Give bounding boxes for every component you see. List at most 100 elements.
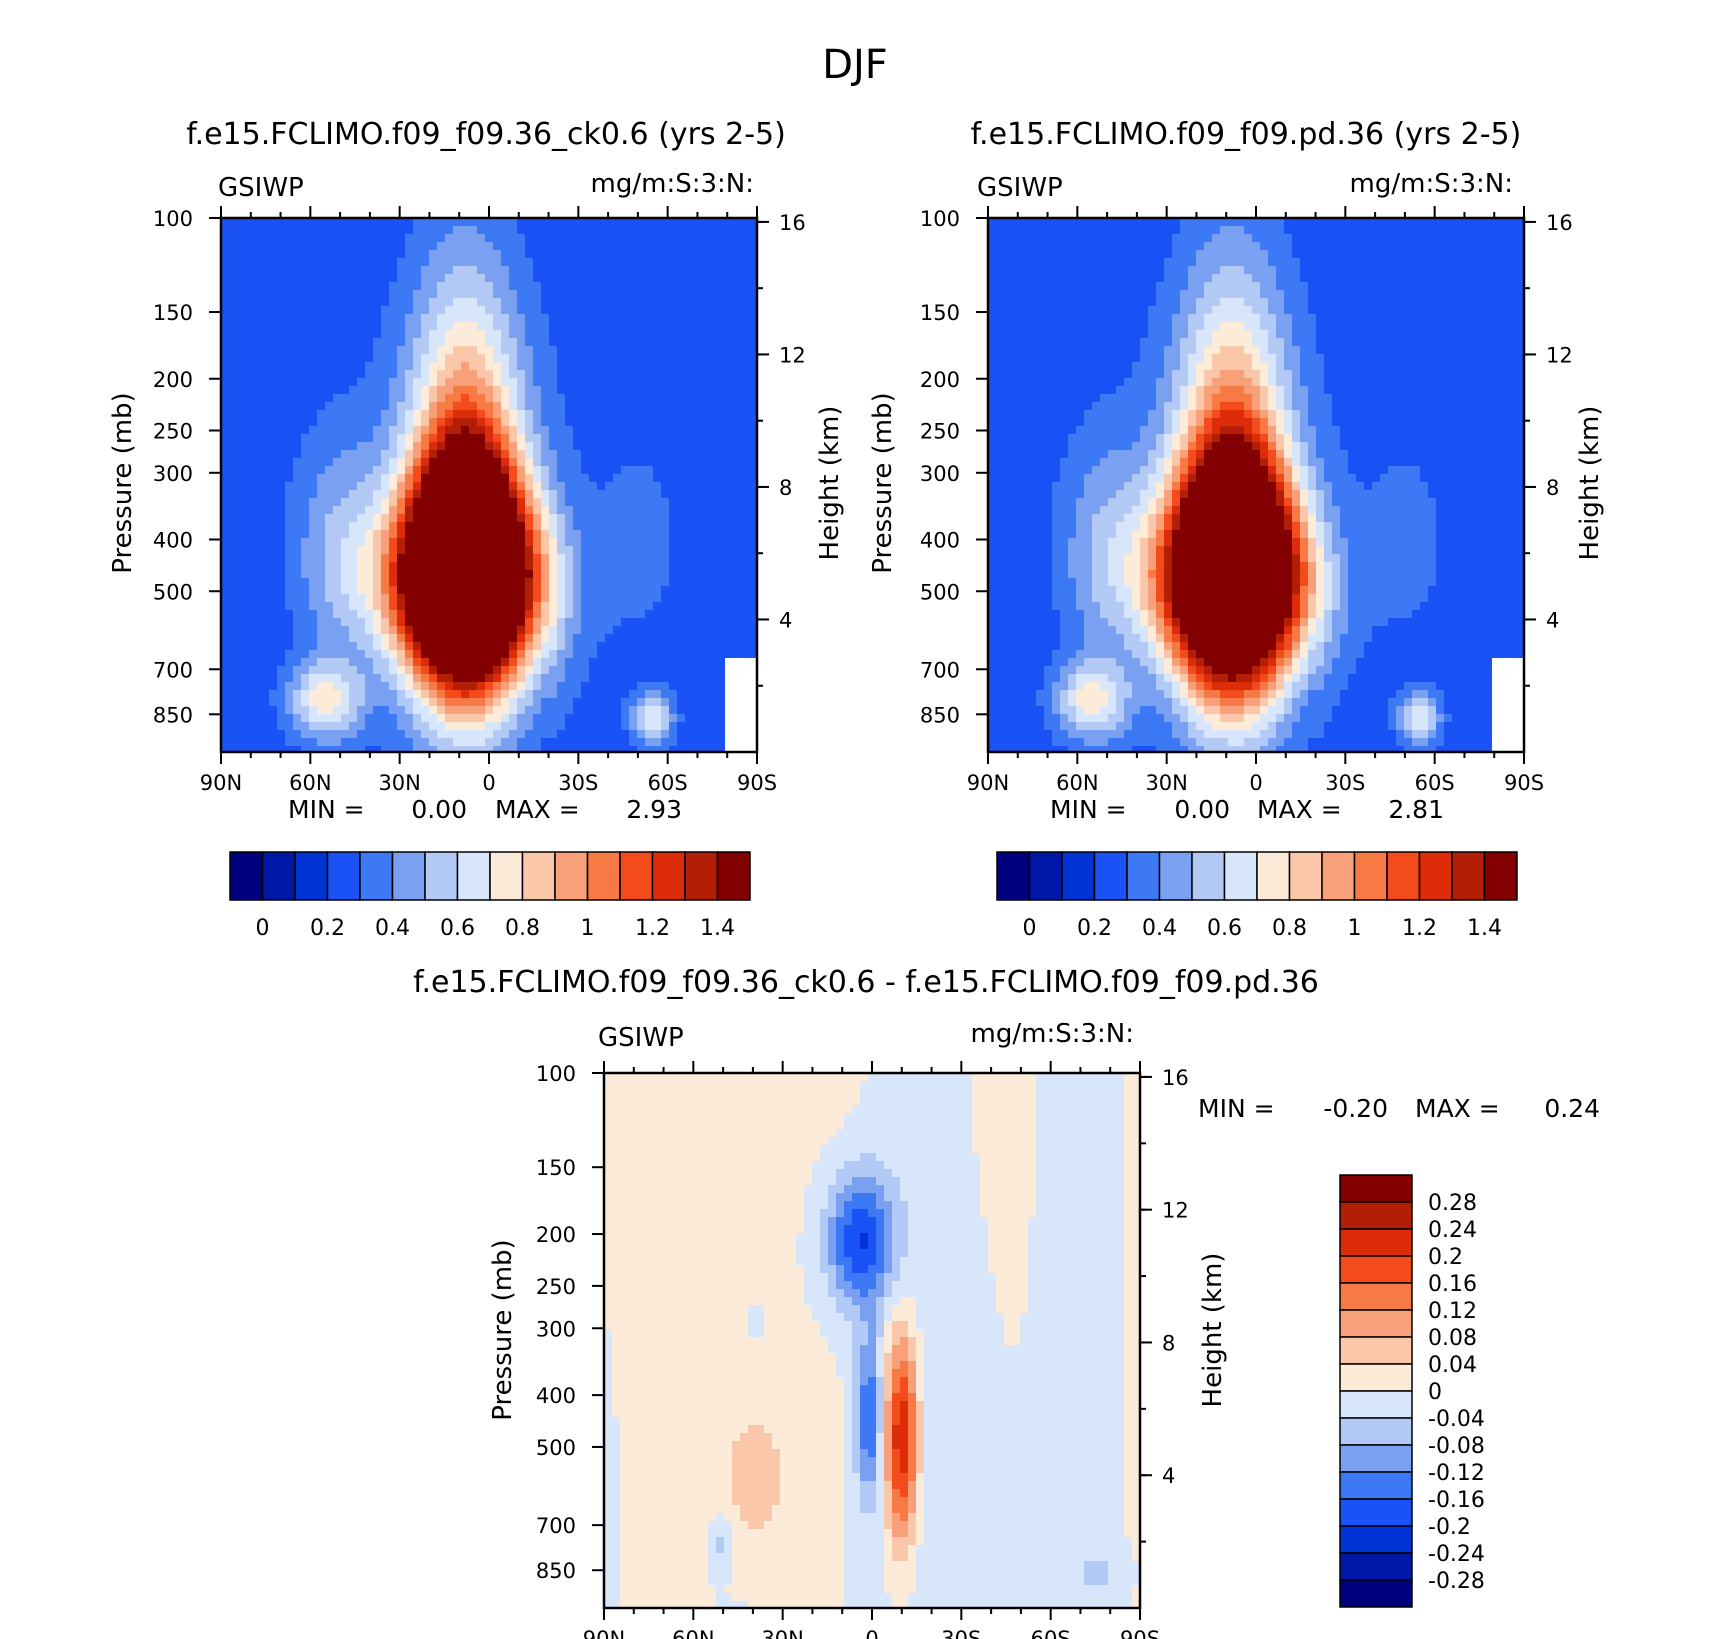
contour-cell bbox=[229, 386, 238, 395]
contour-cell bbox=[597, 434, 606, 443]
contour-cell bbox=[341, 266, 350, 275]
contour-cell bbox=[565, 258, 574, 267]
contour-cell bbox=[325, 482, 334, 491]
contour-cell bbox=[365, 498, 374, 507]
contour-cell bbox=[261, 522, 270, 531]
contour-cell bbox=[605, 714, 614, 723]
contour-cell bbox=[461, 642, 470, 651]
contour-cell bbox=[541, 602, 550, 611]
contour-cell bbox=[285, 290, 294, 299]
contour-cell bbox=[405, 530, 414, 539]
contour-cell bbox=[621, 314, 630, 323]
contour-cell bbox=[581, 634, 590, 643]
contour-cell bbox=[405, 706, 414, 715]
contour-cell bbox=[453, 722, 462, 731]
contour-cell bbox=[597, 258, 606, 267]
contour-cell bbox=[1436, 218, 1445, 227]
contour-cell bbox=[389, 690, 398, 699]
contour-cell bbox=[677, 306, 686, 315]
contour-cell bbox=[509, 546, 518, 555]
contour-cell bbox=[517, 450, 526, 459]
contour-cell bbox=[725, 442, 734, 451]
x-tick-label: 90N bbox=[200, 771, 242, 795]
contour-cell bbox=[493, 386, 502, 395]
contour-cell bbox=[365, 266, 374, 275]
contour-cell bbox=[749, 514, 758, 523]
contour-cell bbox=[405, 450, 414, 459]
contour-cell bbox=[261, 674, 270, 683]
contour-cell bbox=[357, 658, 366, 667]
contour-cell bbox=[597, 626, 606, 635]
contour-cell bbox=[621, 402, 630, 411]
contour-cell bbox=[277, 650, 286, 659]
contour-cell bbox=[269, 250, 278, 259]
contour-cell bbox=[725, 546, 734, 555]
contour-cell bbox=[637, 586, 646, 595]
contour-cell bbox=[629, 522, 638, 531]
contour-cell bbox=[477, 562, 486, 571]
contour-cell bbox=[621, 674, 630, 683]
contour-cell bbox=[1236, 234, 1245, 243]
contour-cell bbox=[421, 458, 430, 467]
contour-cell bbox=[493, 578, 502, 587]
contour-cell bbox=[357, 746, 366, 753]
contour-cell bbox=[717, 394, 726, 403]
contour-cell bbox=[541, 650, 550, 659]
contour-cell bbox=[749, 386, 758, 395]
contour-cell bbox=[653, 242, 662, 251]
contour-cell bbox=[533, 410, 542, 419]
contour-cell bbox=[253, 434, 262, 443]
contour-cell bbox=[389, 266, 398, 275]
contour-cell bbox=[661, 738, 670, 747]
contour-cell bbox=[717, 506, 726, 515]
contour-cell bbox=[573, 514, 582, 523]
contour-cell bbox=[549, 714, 558, 723]
contour-cell bbox=[557, 298, 566, 307]
contour-cell bbox=[317, 586, 326, 595]
contour-cell bbox=[749, 714, 758, 723]
contour-cell bbox=[349, 714, 358, 723]
contour-cell bbox=[573, 362, 582, 371]
contour-cell bbox=[741, 218, 750, 227]
contour-cell bbox=[309, 410, 318, 419]
contour-cell bbox=[445, 450, 454, 459]
contour-cell bbox=[469, 714, 478, 723]
contour-cell bbox=[517, 458, 526, 467]
contour-cell bbox=[525, 498, 534, 507]
contour-cell bbox=[453, 442, 462, 451]
contour-cell bbox=[293, 506, 302, 515]
contour-cell bbox=[605, 738, 614, 747]
contour-cell bbox=[541, 226, 550, 235]
contour-cell bbox=[709, 258, 718, 267]
contour-cell bbox=[725, 562, 734, 571]
contour-cell bbox=[533, 250, 542, 259]
contour-cell bbox=[581, 570, 590, 579]
contour-cell bbox=[461, 658, 470, 667]
contour-cell bbox=[661, 394, 670, 403]
contour-cell bbox=[1284, 226, 1293, 235]
contour-cell bbox=[605, 330, 614, 339]
contour-cell bbox=[365, 250, 374, 259]
contour-cell bbox=[509, 530, 518, 539]
contour-cell bbox=[245, 434, 254, 443]
contour-cell bbox=[597, 506, 606, 515]
contour-cell bbox=[749, 346, 758, 355]
contour-cell bbox=[349, 466, 358, 475]
contour-cell bbox=[605, 506, 614, 515]
contour-cell bbox=[613, 618, 622, 627]
contour-cell bbox=[709, 746, 718, 753]
contour-cell bbox=[229, 578, 238, 587]
contour-cell bbox=[549, 538, 558, 547]
contour-cell bbox=[501, 522, 510, 531]
contour-cell bbox=[285, 722, 294, 731]
contour-cell bbox=[429, 338, 438, 347]
contour-cell bbox=[741, 634, 750, 643]
contour-cell bbox=[717, 258, 726, 267]
contour-cell bbox=[253, 418, 262, 427]
contour-cell bbox=[453, 330, 462, 339]
contour-cell bbox=[501, 226, 510, 235]
contour-cell bbox=[517, 354, 526, 363]
contour-cell bbox=[461, 594, 470, 603]
contour-cell bbox=[1004, 234, 1013, 243]
contour-cell bbox=[333, 698, 342, 707]
